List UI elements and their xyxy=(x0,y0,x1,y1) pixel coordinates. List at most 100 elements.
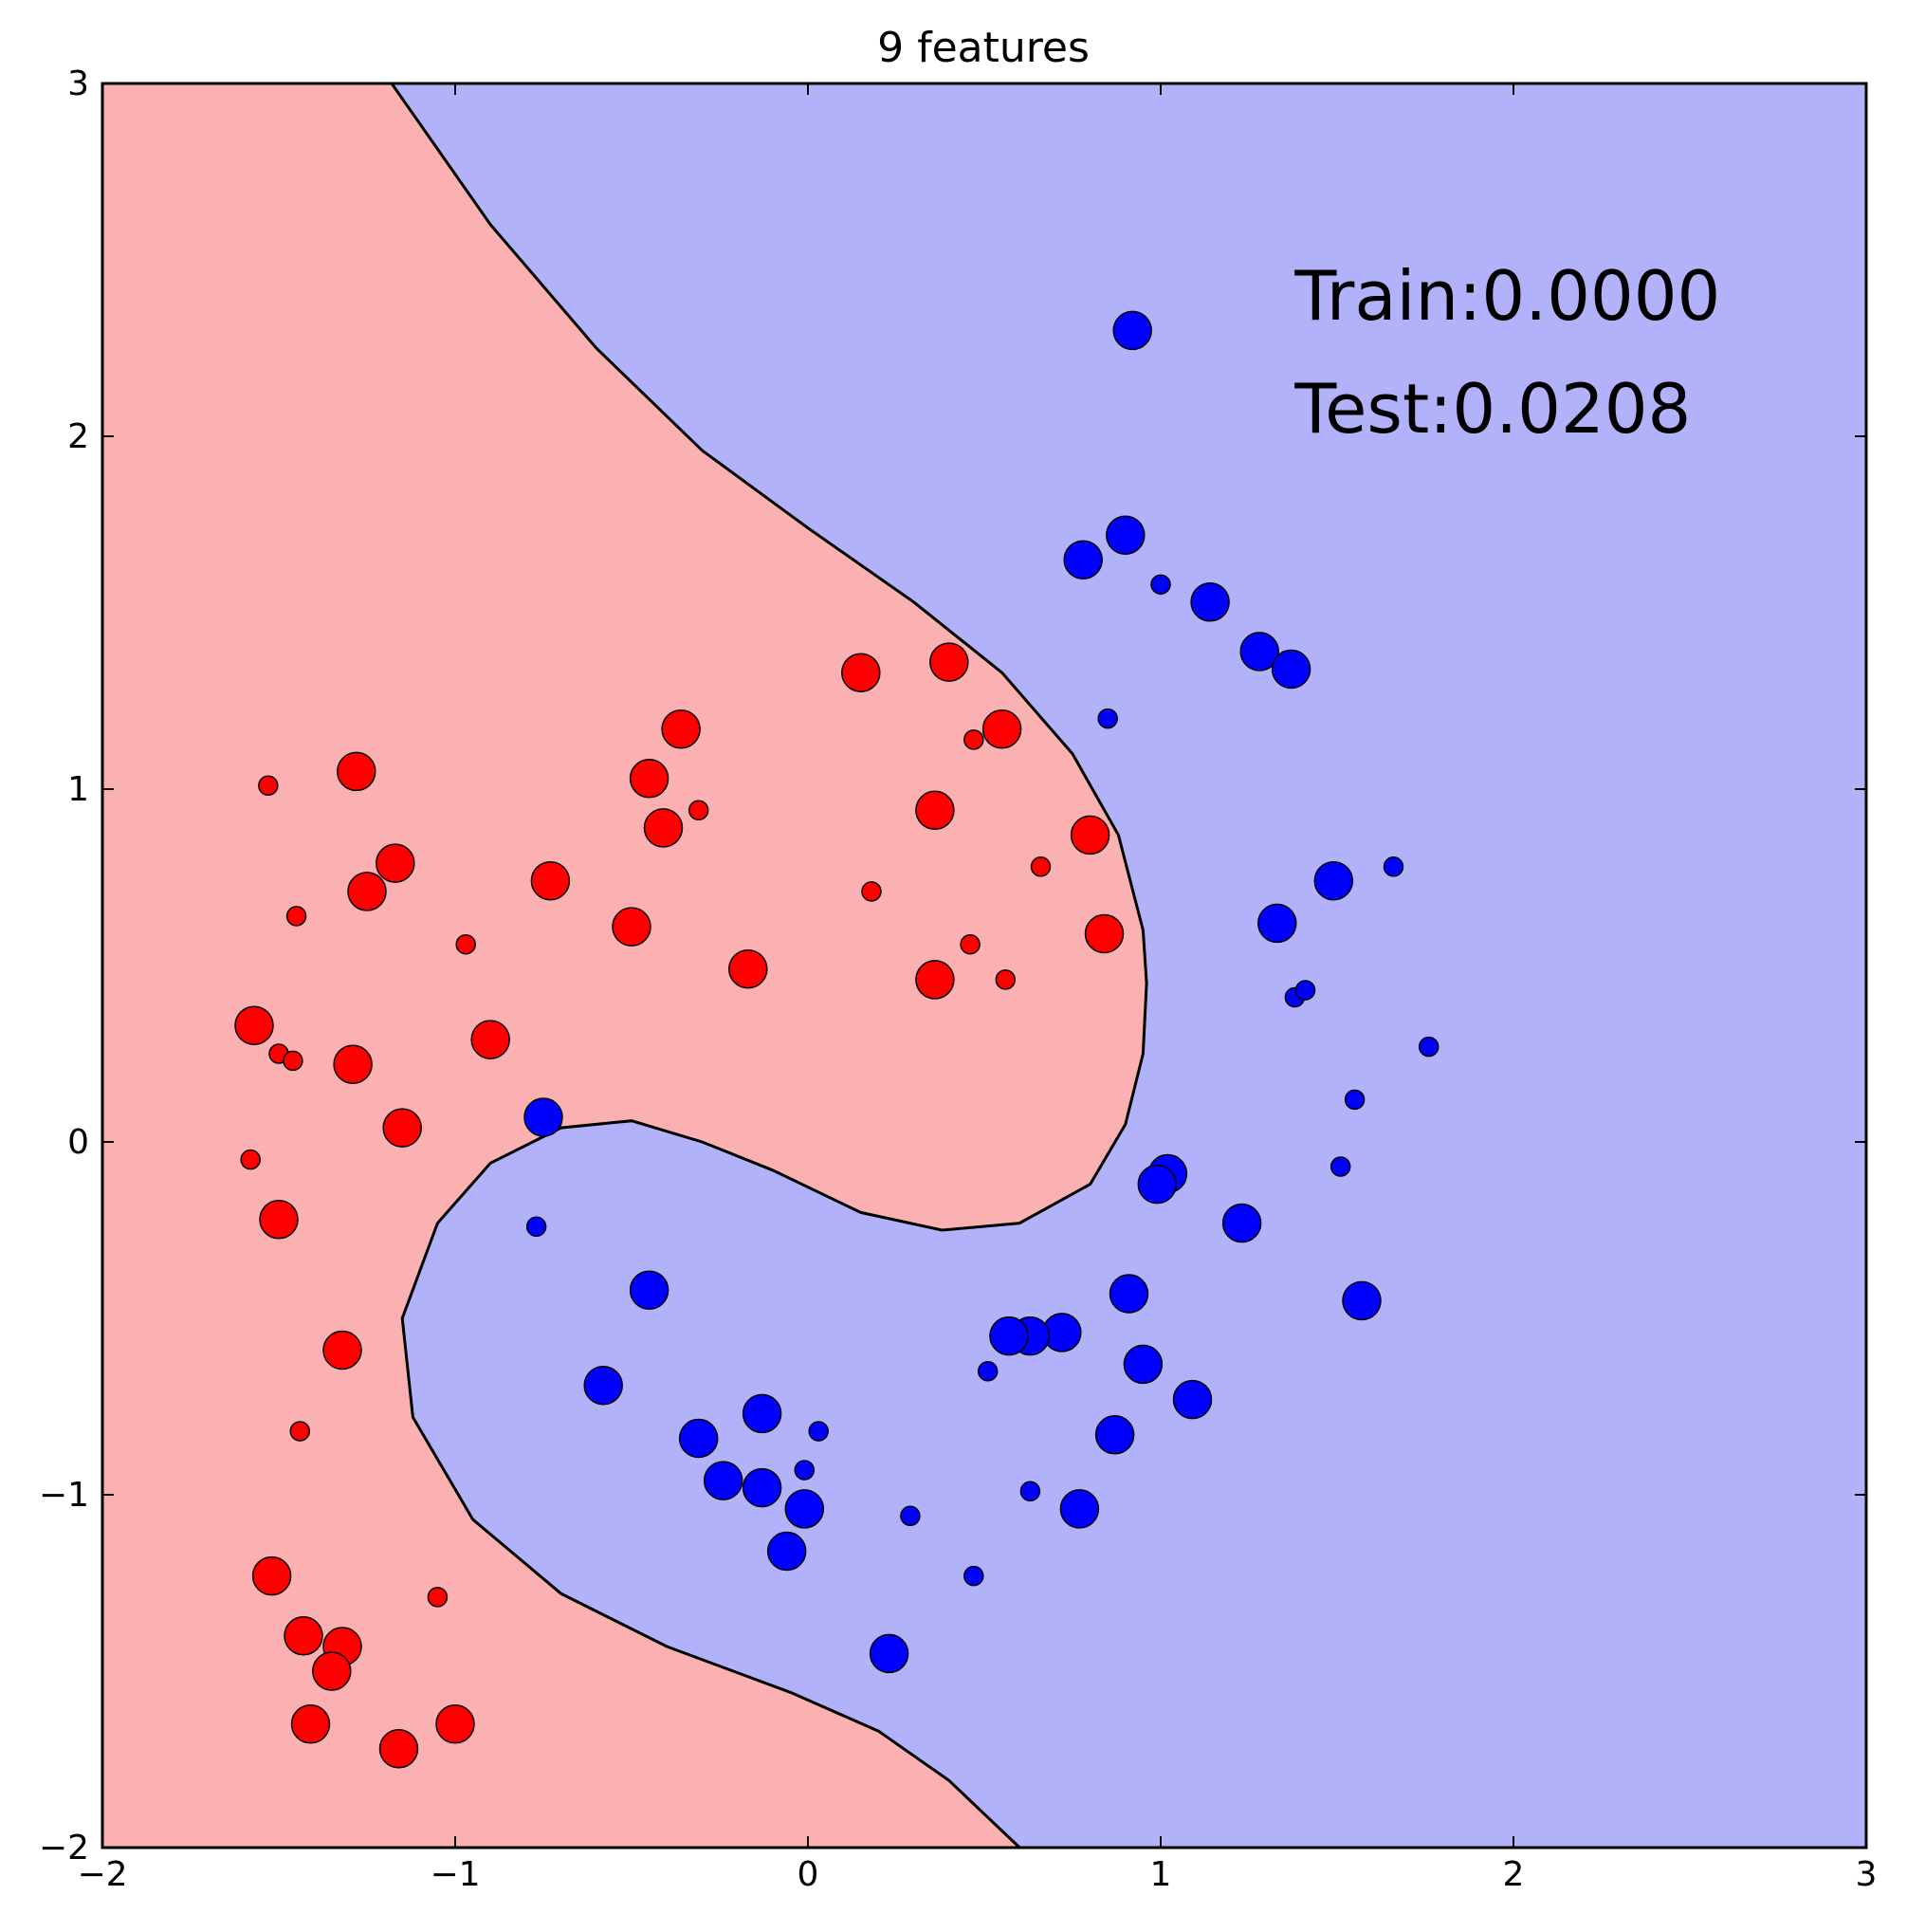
data-point-class1-24 xyxy=(977,1361,999,1382)
x-axis: −2 −1 0 1 2 3 xyxy=(77,83,1877,1894)
data-point-class0-39 xyxy=(290,1704,331,1744)
data-point-class0-24 xyxy=(995,969,1017,990)
data-point-class0-29 xyxy=(470,1020,510,1059)
data-point-class1-18 xyxy=(1221,1203,1262,1243)
data-point-class0-4 xyxy=(285,906,307,927)
data-point-class1-32 xyxy=(869,1633,909,1674)
data-point-class1-33 xyxy=(523,1097,563,1137)
y-tick-label-3: 1 xyxy=(67,770,89,809)
data-point-class1-44 xyxy=(766,1531,807,1572)
x-tick-label-1: −1 xyxy=(430,1855,480,1894)
y-tick-label-5: 3 xyxy=(67,64,89,103)
data-point-class1-8 xyxy=(1313,860,1354,901)
data-point-class0-1 xyxy=(337,751,376,792)
data-point-class1-5 xyxy=(1239,632,1279,672)
class0-region xyxy=(102,83,1147,1848)
data-point-class0-15 xyxy=(915,790,955,831)
data-point-class1-42 xyxy=(794,1460,816,1481)
data-point-class0-23 xyxy=(915,960,955,1000)
chart-title: 9 features xyxy=(877,24,1090,72)
test-error-annotation: Test:0.0208 xyxy=(1293,369,1691,449)
data-point-class1-19 xyxy=(1342,1280,1382,1321)
data-point-class1-23 xyxy=(989,1316,1029,1356)
train-error-annotation: Train:0.0000 xyxy=(1293,256,1720,336)
data-point-class1-25 xyxy=(1123,1344,1164,1385)
x-tick-label-2: 0 xyxy=(798,1855,819,1894)
data-point-class1-28 xyxy=(1019,1481,1041,1502)
data-point-class1-29 xyxy=(1059,1489,1100,1529)
plot-frame xyxy=(101,82,1868,1849)
y-tick-label-1: −1 xyxy=(39,1476,89,1515)
data-point-class1-12 xyxy=(1294,980,1316,1001)
data-point-class0-6 xyxy=(530,860,571,901)
data-point-class0-3 xyxy=(347,872,387,911)
data-point-class1-3 xyxy=(1150,574,1171,595)
data-point-class0-17 xyxy=(963,729,984,750)
data-point-class0-9 xyxy=(643,808,684,848)
data-point-class0-35 xyxy=(251,1555,292,1596)
data-point-class0-18 xyxy=(981,709,1022,749)
data-point-class1-0 xyxy=(1112,310,1152,351)
data-point-class0-10 xyxy=(661,709,701,749)
data-point-class1-37 xyxy=(678,1418,719,1459)
data-point-class0-2 xyxy=(376,843,415,883)
data-point-class1-36 xyxy=(583,1365,623,1406)
data-point-class0-21 xyxy=(1084,913,1125,954)
data-point-class0-22 xyxy=(960,933,981,955)
data-points xyxy=(234,310,1439,1769)
data-point-class0-28 xyxy=(333,1044,373,1084)
data-point-class1-38 xyxy=(703,1461,743,1500)
data-point-class0-34 xyxy=(289,1421,311,1442)
data-point-class0-27 xyxy=(283,1050,303,1072)
plot-area xyxy=(102,83,1866,1848)
data-point-class0-0 xyxy=(258,775,279,797)
data-point-class0-20 xyxy=(1070,815,1110,856)
data-point-class0-32 xyxy=(259,1200,299,1240)
data-point-class1-7 xyxy=(1097,708,1118,729)
data-point-class0-19 xyxy=(1030,856,1052,877)
data-point-class0-12 xyxy=(728,948,768,989)
y-tick-label-4: 2 xyxy=(67,417,89,456)
data-point-class1-26 xyxy=(1172,1379,1213,1420)
data-point-class0-31 xyxy=(240,1149,261,1170)
data-point-class0-41 xyxy=(435,1704,475,1744)
x-tick-label-3: 1 xyxy=(1150,1855,1172,1894)
data-point-class0-33 xyxy=(322,1330,362,1371)
data-point-class1-2 xyxy=(1063,540,1103,580)
data-point-class1-35 xyxy=(629,1270,669,1310)
x-tick-label-0: −2 xyxy=(77,1855,127,1894)
decision-boundary xyxy=(390,83,1148,1848)
data-point-class0-13 xyxy=(841,653,881,692)
data-point-class0-8 xyxy=(629,759,669,799)
data-point-class0-30 xyxy=(382,1108,422,1148)
data-point-class1-41 xyxy=(808,1421,829,1442)
y-tick-label-0: −2 xyxy=(39,1829,89,1868)
data-point-class0-38 xyxy=(312,1651,352,1691)
data-point-class0-16 xyxy=(929,642,969,682)
data-point-class1-17 xyxy=(1137,1164,1178,1205)
x-tick-label-4: 2 xyxy=(1503,1855,1525,1894)
x-tick-label-5: 3 xyxy=(1856,1855,1878,1894)
data-point-class1-27 xyxy=(1094,1415,1135,1455)
data-point-class1-6 xyxy=(1271,649,1311,690)
data-point-class0-11 xyxy=(688,800,709,821)
data-point-class1-34 xyxy=(525,1216,547,1238)
data-point-class0-7 xyxy=(612,907,651,947)
data-point-class1-1 xyxy=(1106,515,1146,555)
data-point-class1-30 xyxy=(963,1565,984,1587)
data-point-class1-13 xyxy=(1418,1036,1439,1058)
y-tick-label-2: 0 xyxy=(67,1123,89,1162)
data-point-class0-42 xyxy=(427,1587,449,1608)
data-point-class1-14 xyxy=(1344,1089,1366,1111)
data-point-class0-5 xyxy=(455,933,476,955)
data-point-class1-15 xyxy=(1329,1156,1351,1177)
data-point-class0-40 xyxy=(378,1729,419,1769)
data-point-class1-9 xyxy=(1383,856,1404,877)
data-point-class0-36 xyxy=(284,1616,323,1656)
data-point-class1-39 xyxy=(742,1393,782,1434)
data-point-class0-14 xyxy=(861,881,882,902)
data-point-class1-43 xyxy=(784,1489,825,1529)
data-point-class1-10 xyxy=(1257,903,1297,944)
data-point-class1-4 xyxy=(1190,582,1230,622)
data-point-class1-40 xyxy=(742,1467,782,1508)
